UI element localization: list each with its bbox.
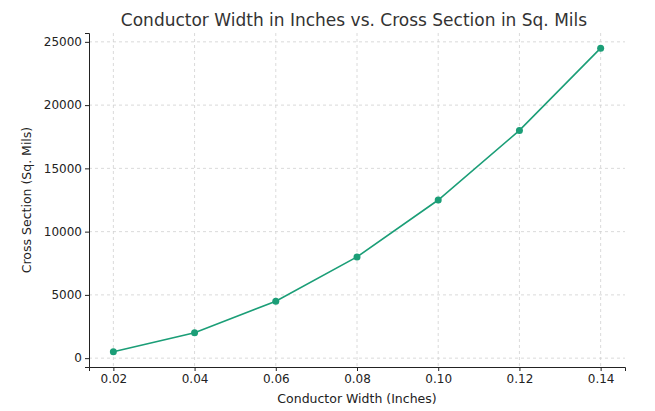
x-tick: 0.14 — [588, 367, 615, 386]
y-tick: 25000 — [44, 35, 89, 49]
x-grid-line — [357, 33, 358, 367]
grid — [89, 33, 625, 367]
chart: 0.02 0.04 0.06 0.08 0.10 0.12 0.14 0 5000 10000 15… — [0, 0, 655, 411]
y-tick: 15000 — [44, 162, 89, 176]
x-tick-mark — [195, 367, 196, 371]
x-tick-label: 0.14 — [588, 372, 615, 386]
y-tick: 0 — [74, 351, 89, 365]
data-point — [597, 45, 604, 52]
x-tick: 0.10 — [425, 367, 452, 386]
x-tick: 0.02 — [101, 367, 128, 386]
data-point — [272, 298, 279, 305]
y-grid-line — [89, 294, 625, 295]
data-point — [516, 127, 523, 134]
y-tick: 10000 — [44, 225, 89, 239]
y-tick-mark — [85, 295, 89, 296]
y-tick-label: 5000 — [51, 288, 82, 302]
x-tick-label: 0.06 — [263, 372, 290, 386]
y-grid-line — [89, 41, 625, 42]
y-tick-label: 10000 — [44, 225, 82, 239]
data-point — [110, 348, 117, 355]
x-tick: 0.12 — [507, 367, 534, 386]
x-tick: 0.04 — [182, 367, 209, 386]
y-axis: 0 5000 10000 15000 20000 25000 — [44, 34, 90, 368]
y-grid-line — [89, 358, 625, 359]
x-tick-mark — [601, 367, 602, 371]
y-tick-mark — [85, 42, 89, 43]
y-axis-line — [85, 34, 90, 368]
x-grid-line — [275, 33, 276, 367]
x-tick-label: 0.10 — [425, 372, 452, 386]
data-point — [435, 197, 442, 204]
x-tick-mark — [438, 367, 439, 371]
y-tick-label: 20000 — [44, 98, 82, 112]
x-axis: 0.02 0.04 0.06 0.08 0.10 0.12 0.14 — [90, 367, 626, 386]
x-tick-mark — [357, 367, 358, 371]
x-axis-title: Conductor Width (Inches) — [277, 391, 436, 406]
y-axis-title: Cross Section (Sq. Mils) — [19, 127, 34, 273]
x-tick-mark — [276, 367, 277, 371]
y-tick-mark — [85, 358, 89, 359]
chart-title: Conductor Width in Inches vs. Cross Sect… — [121, 10, 587, 30]
x-tick-mark — [113, 367, 114, 371]
x-grid-line — [519, 33, 520, 367]
y-tick: 20000 — [44, 98, 89, 112]
y-tick-label: 15000 — [44, 162, 82, 176]
x-tick-label: 0.08 — [344, 372, 371, 386]
x-grid-line — [194, 33, 195, 367]
y-tick-mark — [85, 105, 89, 106]
x-grid-line — [113, 33, 114, 367]
data-point — [191, 329, 198, 336]
x-tick-label: 0.12 — [507, 372, 534, 386]
plot-area — [110, 45, 604, 356]
data-line — [113, 48, 600, 352]
x-tick: 0.06 — [263, 367, 290, 386]
y-tick-mark — [85, 168, 89, 169]
y-grid-line — [89, 231, 625, 232]
y-tick-mark — [85, 232, 89, 233]
x-tick-label: 0.02 — [101, 372, 128, 386]
x-axis-line — [90, 368, 626, 372]
y-tick: 5000 — [51, 288, 89, 302]
x-tick-label: 0.04 — [182, 372, 209, 386]
x-tick: 0.08 — [344, 367, 371, 386]
data-point — [354, 253, 361, 260]
y-tick-label: 25000 — [44, 35, 82, 49]
x-grid-line — [600, 33, 601, 367]
y-tick-label: 0 — [74, 351, 82, 365]
y-grid-line — [89, 168, 625, 169]
x-tick-mark — [519, 367, 520, 371]
